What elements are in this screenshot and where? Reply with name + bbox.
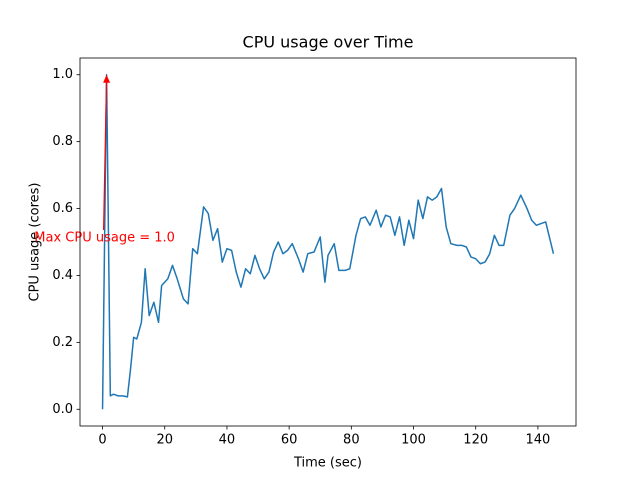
y-tick-label: 1.0: [52, 67, 73, 82]
y-tick-label: 0.2: [52, 335, 73, 350]
x-tick-label: 60: [281, 433, 298, 448]
x-axis-label: Time (sec): [293, 456, 362, 471]
y-tick-label: 0.0: [52, 402, 73, 417]
x-tick-label: 140: [525, 433, 550, 448]
y-axis-label: CPU usage (cores): [28, 183, 43, 302]
x-tick-label: 20: [156, 433, 173, 448]
y-tick-label: 0.8: [52, 134, 73, 149]
plot-frame: [79, 57, 577, 427]
annotation-arrow: [102, 76, 108, 231]
x-tick-label: 100: [401, 433, 426, 448]
annotation-arrowhead: [103, 74, 111, 83]
x-tick-label: 80: [343, 433, 360, 448]
y-tick-label: 0.4: [52, 268, 73, 283]
annotation-text: Max CPU usage = 1.0: [34, 231, 175, 246]
x-tick-label: 120: [463, 433, 488, 448]
x-tick-label: 40: [219, 433, 236, 448]
x-tick-label: 0: [98, 433, 106, 448]
line-series: [101, 73, 555, 410]
chart-title: CPU usage over Time: [243, 33, 414, 52]
y-tick-label: 0.6: [52, 201, 73, 216]
